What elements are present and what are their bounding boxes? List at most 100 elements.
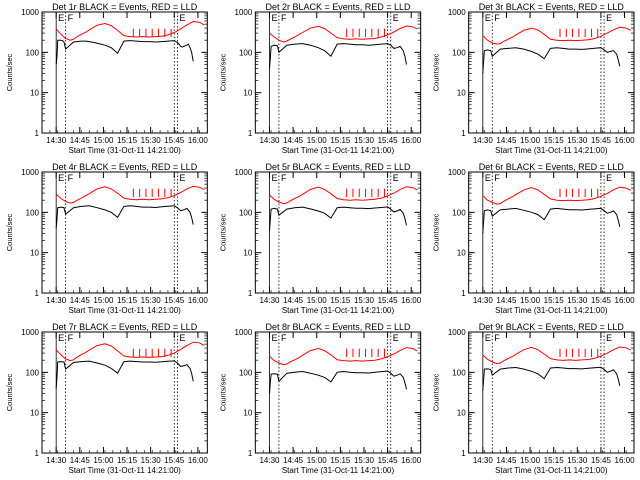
x-tick-label: 14:30 (46, 136, 67, 145)
x-axis-label: Start Time (31-Oct-11 14:21:00) (68, 466, 181, 475)
x-tick-label: 15:30 (141, 136, 162, 145)
events-series-line (55, 39, 194, 65)
time-marker-label: E (272, 333, 278, 343)
x-tick-label: 14:45 (496, 456, 517, 465)
x-tick-label: 16:00 (188, 136, 209, 145)
panel-title: Det 7r BLACK = Events, RED = LLD (52, 322, 198, 332)
x-tick-label: 15:15 (117, 456, 138, 465)
time-marker-label: E (58, 333, 64, 343)
panel-title: Det 3r BLACK = Events, RED = LLD (479, 2, 625, 12)
x-tick-label: 15:45 (378, 136, 399, 145)
time-marker-label: F (494, 333, 500, 343)
plot-frame (41, 11, 208, 134)
x-axis-label: Start Time (31-Oct-11 14:21:00) (68, 306, 181, 315)
x-tick-label: 15:30 (567, 456, 588, 465)
x-tick-label: 16:00 (615, 136, 636, 145)
x-tick-label: 16:00 (401, 136, 422, 145)
x-tick-label: 15:15 (544, 296, 565, 305)
time-marker-label: E (58, 13, 64, 23)
x-tick-label: 16:00 (615, 296, 636, 305)
plot-frame (254, 171, 422, 294)
panel-title: Det 1r BLACK = Events, RED = LLD (52, 2, 198, 12)
x-tick-label: 15:30 (354, 136, 375, 145)
x-tick-label: 14:45 (283, 456, 304, 465)
x-axis-label: Start Time (31-Oct-11 14:21:00) (495, 466, 608, 475)
y-axis-label: Counts/sec (5, 53, 14, 91)
events-series-line (269, 43, 407, 69)
plot-frame (468, 331, 635, 454)
panel-title: Det 9r BLACK = Events, RED = LLD (479, 322, 625, 332)
y-tick-label: 10 (30, 89, 39, 98)
events-series-line (482, 366, 621, 391)
x-tick-label: 14:30 (259, 296, 280, 305)
x-tick-label: 14:30 (259, 456, 280, 465)
y-tick-label: 1 (248, 289, 253, 298)
detector-panel: Det 8r BLACK = Events, RED = LLD 1 10 100 10… (218, 322, 421, 475)
x-tick-label: 15:45 (378, 456, 399, 465)
x-tick-label: 14:45 (496, 136, 517, 145)
time-marker-label: E (179, 173, 185, 183)
x-tick-label: 15:45 (591, 136, 612, 145)
plot-frame (41, 331, 208, 454)
y-tick-label: 10 (457, 249, 466, 258)
lld-series-line (55, 185, 205, 204)
time-marker-label: E (272, 173, 278, 183)
time-marker-label: F (281, 13, 287, 23)
plot-frame (468, 11, 635, 134)
y-axis-label: Counts/sec (218, 213, 227, 251)
detector-panel: Det 5r BLACK = Events, RED = LLD 1 10 100 10… (218, 162, 421, 315)
panel-title: Det 2r BLACK = Events, RED = LLD (265, 2, 411, 12)
panel-title: Det 6r BLACK = Events, RED = LLD (479, 162, 625, 172)
time-marker-label: E (58, 173, 64, 183)
x-axis-label: Start Time (31-Oct-11 14:21:00) (282, 466, 395, 475)
detector-panel: Det 9r BLACK = Events, RED = LLD 1 10 100 10… (432, 322, 635, 475)
x-tick-label: 14:30 (473, 296, 494, 305)
x-tick-label: 15:30 (141, 456, 162, 465)
y-tick-label: 10 (243, 89, 252, 98)
x-tick-label: 15:00 (520, 296, 541, 305)
panel-title: Det 8r BLACK = Events, RED = LLD (265, 322, 411, 332)
y-tick-label: 10 (457, 409, 466, 418)
x-tick-label: 16:00 (188, 456, 209, 465)
x-tick-label: 15:15 (117, 296, 138, 305)
y-tick-label: 1000 (448, 168, 466, 177)
panel-title: Det 5r BLACK = Events, RED = LLD (265, 162, 411, 172)
detector-panel: Det 2r BLACK = Events, RED = LLD 1 10 100 10… (218, 2, 421, 155)
time-marker-label: F (494, 173, 500, 183)
time-marker-label: E (485, 333, 491, 343)
x-tick-label: 14:45 (70, 136, 91, 145)
y-axis-label: Counts/sec (432, 373, 441, 411)
y-tick-label: 100 (26, 48, 40, 57)
detector-panel: Det 7r BLACK = Events, RED = LLD 1 10 100 10… (5, 322, 208, 475)
x-tick-label: 15:15 (330, 136, 351, 145)
y-tick-label: 1 (461, 129, 466, 138)
y-tick-label: 1 (35, 129, 40, 138)
time-marker-label: E (606, 13, 612, 23)
y-tick-label: 1 (461, 449, 466, 458)
x-tick-label: 14:30 (46, 456, 67, 465)
x-tick-label: 15:45 (591, 456, 612, 465)
y-tick-label: 100 (239, 208, 253, 217)
detector-panel: Det 4r BLACK = Events, RED = LLD 1 10 100 10… (5, 162, 208, 315)
y-tick-label: 1000 (448, 8, 466, 17)
y-tick-label: 100 (452, 368, 466, 377)
x-tick-label: 15:30 (567, 296, 588, 305)
y-tick-label: 100 (26, 368, 40, 377)
x-axis-label: Start Time (31-Oct-11 14:21:00) (495, 306, 608, 315)
x-axis-label: Start Time (31-Oct-11 14:21:00) (495, 146, 608, 155)
x-tick-label: 14:45 (70, 456, 91, 465)
events-series-line (269, 206, 407, 231)
x-tick-label: 15:30 (567, 136, 588, 145)
lld-series-line (269, 25, 418, 43)
y-tick-label: 10 (243, 249, 252, 258)
y-axis-label: Counts/sec (218, 53, 227, 91)
lld-series-line (482, 26, 632, 45)
x-tick-label: 15:15 (330, 456, 351, 465)
time-marker-label: E (485, 13, 491, 23)
x-tick-label: 15:15 (330, 296, 351, 305)
y-tick-label: 10 (30, 409, 39, 418)
x-axis-label: Start Time (31-Oct-11 14:21:00) (68, 146, 181, 155)
y-tick-label: 10 (457, 89, 466, 98)
x-tick-label: 15:45 (378, 296, 399, 305)
